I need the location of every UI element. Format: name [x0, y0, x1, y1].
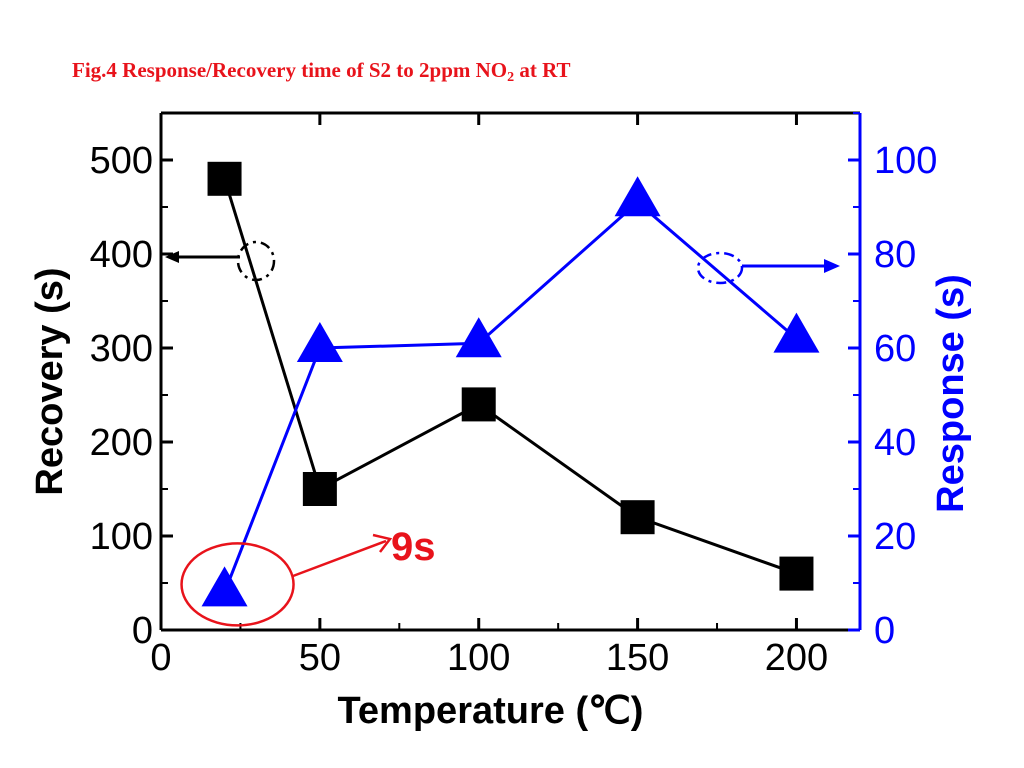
response-axis-arrowhead [824, 259, 840, 273]
x-tick-label: 0 [150, 637, 171, 679]
x-tick-label: 200 [765, 637, 828, 679]
x-tick-label: 150 [606, 637, 669, 679]
annotation-arrow-line [292, 539, 387, 578]
y-right-tick-label: 80 [874, 234, 916, 276]
recovery-axis-arrowhead [165, 251, 179, 263]
recovery-point-square [779, 556, 814, 591]
y-left-tick-label: 300 [90, 328, 153, 370]
recovery-point-square [461, 387, 496, 422]
x-axis-title: Temperature (℃) [338, 690, 644, 732]
response-point-triangle [773, 312, 820, 353]
annotation-circle [180, 542, 295, 627]
y-right-tick-label: 0 [874, 610, 895, 652]
recovery-point-square [302, 472, 337, 506]
y-right-tick-label: 100 [874, 140, 937, 182]
y-right-tick-label: 20 [874, 516, 916, 558]
recovery-point-square [620, 500, 655, 535]
response-point-triangle [455, 317, 502, 358]
y-left-tick-label: 0 [132, 610, 153, 652]
y-right-axis-title: Response (s) [930, 274, 972, 513]
y-left-tick-label: 200 [90, 422, 153, 464]
annotation-label: 9s [391, 525, 436, 569]
x-tick-label: 100 [447, 637, 510, 679]
y-right-tick-label: 60 [874, 328, 916, 370]
recovery-point-square [207, 161, 242, 196]
figure-title-tail: at RT [514, 58, 571, 82]
figure-title-main: Fig.4 Response/Recovery time of S2 to 2p… [72, 58, 508, 82]
y-right-tick-label: 40 [874, 422, 916, 464]
response-point-triangle [201, 566, 248, 607]
recovery-series-indicator-circle [236, 240, 276, 282]
response-series-indicator-circle [696, 251, 744, 285]
y-left-tick-label: 100 [90, 516, 153, 558]
figure-title: Fig.4 Response/Recovery time of S2 to 2p… [72, 58, 571, 86]
response-point-triangle [614, 176, 661, 217]
response-point-triangle [296, 322, 343, 362]
figure-title-subscript: 2 [507, 70, 515, 85]
annotation-arrowhead [372, 533, 393, 553]
response-series-line [223, 200, 798, 593]
y-left-tick-label: 400 [90, 234, 153, 276]
y-left-tick-label: 500 [90, 140, 153, 182]
y-left-axis-title: Recovery (s) [29, 267, 71, 495]
x-tick-label: 50 [299, 637, 341, 679]
